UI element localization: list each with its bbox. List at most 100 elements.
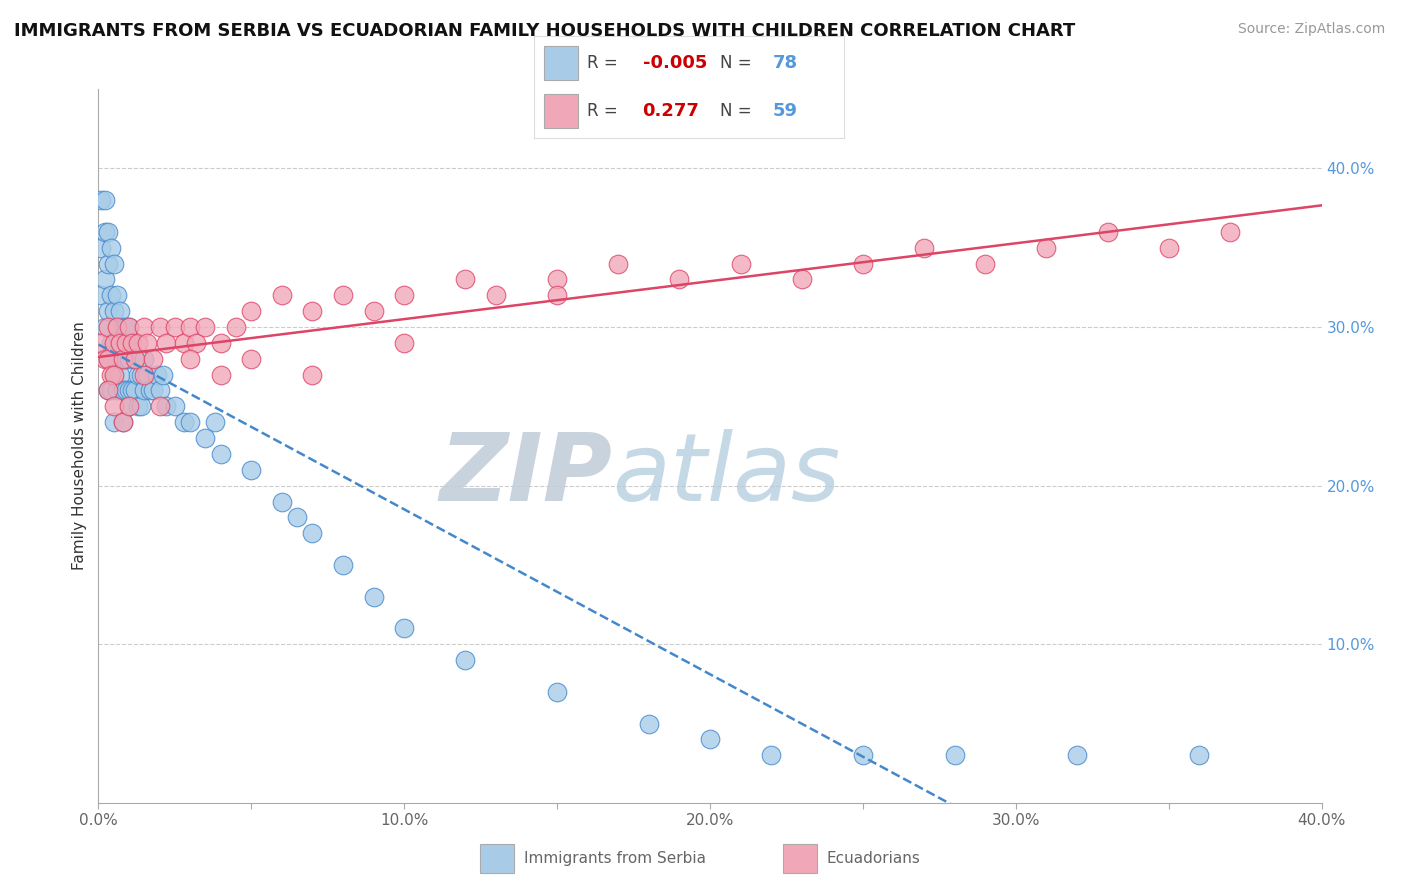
Point [173, 335, 195, 350]
Point [173, 415, 195, 429]
Point [240, 351, 263, 366]
Point [97, 304, 120, 318]
Point [129, 368, 152, 382]
Point [454, 653, 477, 667]
Point [108, 335, 131, 350]
Point [124, 351, 146, 366]
Point [103, 400, 125, 414]
Point [134, 320, 156, 334]
Point [392, 621, 416, 635]
Point [97, 351, 120, 366]
Point [115, 320, 138, 334]
Text: 59: 59 [772, 102, 797, 120]
Point [163, 320, 186, 334]
Point [124, 351, 146, 366]
Point [100, 335, 122, 350]
Point [93, 272, 115, 286]
Point [93, 225, 115, 239]
Point [155, 335, 177, 350]
Point [111, 415, 134, 429]
Point [111, 320, 134, 334]
Point [270, 288, 292, 302]
Point [111, 351, 134, 366]
Point [134, 384, 156, 398]
Point [790, 272, 813, 286]
Point [699, 732, 721, 747]
Point [90, 241, 112, 255]
Point [546, 288, 568, 302]
Point [974, 257, 997, 271]
Point [155, 400, 177, 414]
Point [90, 335, 112, 350]
Bar [544, 45, 578, 79]
Point [485, 288, 508, 302]
Point [121, 335, 143, 350]
Point [127, 368, 149, 382]
Point [115, 351, 138, 366]
Point [149, 384, 172, 398]
Bar [481, 844, 515, 873]
Point [1188, 748, 1211, 763]
Point [1097, 225, 1119, 239]
Point [225, 320, 247, 334]
Text: 78: 78 [772, 54, 797, 72]
Text: -0.005: -0.005 [643, 54, 707, 72]
Point [111, 415, 134, 429]
Point [121, 384, 143, 398]
Text: R =: R = [586, 54, 617, 72]
Text: N =: N = [720, 54, 751, 72]
Point [118, 351, 141, 366]
Point [108, 368, 131, 382]
Text: Source: ZipAtlas.com: Source: ZipAtlas.com [1237, 22, 1385, 37]
Point [127, 400, 149, 414]
Point [103, 335, 125, 350]
Point [118, 400, 141, 414]
Point [145, 368, 167, 382]
Point [139, 384, 162, 398]
Point [209, 447, 232, 461]
Point [118, 400, 141, 414]
Point [637, 716, 661, 731]
Point [100, 368, 122, 382]
Point [105, 288, 128, 302]
Point [97, 320, 120, 334]
Point [111, 351, 134, 366]
Point [100, 288, 122, 302]
Point [332, 558, 354, 572]
Point [668, 272, 690, 286]
Point [97, 225, 120, 239]
Point [103, 415, 125, 429]
Point [103, 304, 125, 318]
Bar [544, 95, 578, 128]
Point [93, 320, 115, 334]
Point [943, 748, 966, 763]
Point [90, 288, 112, 302]
Point [454, 272, 477, 286]
Point [134, 368, 156, 382]
Point [136, 368, 159, 382]
Point [136, 335, 159, 350]
Point [363, 304, 385, 318]
Point [93, 193, 115, 207]
Point [852, 257, 875, 271]
Text: R =: R = [586, 102, 617, 120]
Point [240, 304, 263, 318]
Point [105, 320, 128, 334]
Point [301, 368, 323, 382]
Point [103, 368, 125, 382]
Point [149, 320, 172, 334]
Point [285, 510, 308, 524]
Point [90, 193, 112, 207]
Point [392, 288, 416, 302]
Text: atlas: atlas [612, 429, 841, 520]
Point [163, 400, 186, 414]
Point [759, 748, 782, 763]
Point [124, 384, 146, 398]
Point [97, 257, 120, 271]
Point [142, 384, 165, 398]
Text: N =: N = [720, 102, 751, 120]
Text: ZIP: ZIP [439, 428, 612, 521]
Point [209, 368, 232, 382]
Point [179, 351, 201, 366]
Point [301, 304, 323, 318]
